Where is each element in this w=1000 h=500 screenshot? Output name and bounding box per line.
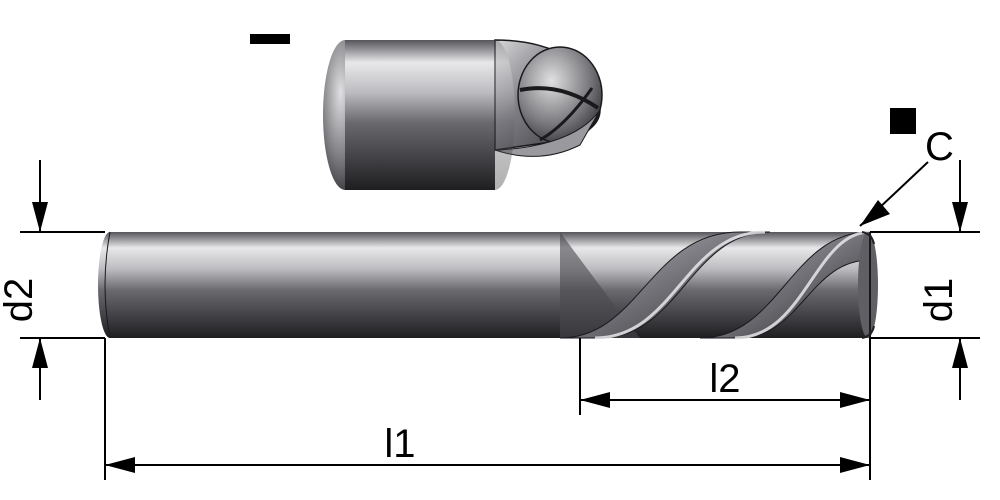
dim-l1-label: l1 <box>384 422 415 466</box>
c-marker-square <box>890 108 916 134</box>
tool-side-view <box>98 232 878 338</box>
dim-l2-label: l2 <box>709 357 740 401</box>
dim-d1-label: d1 <box>917 278 961 323</box>
tool-detail-view <box>250 34 602 190</box>
dim-c-label: C <box>925 125 954 169</box>
technical-drawing: d2 d1 l2 l1 C <box>0 0 1000 500</box>
dim-d2-label: d2 <box>0 278 41 323</box>
